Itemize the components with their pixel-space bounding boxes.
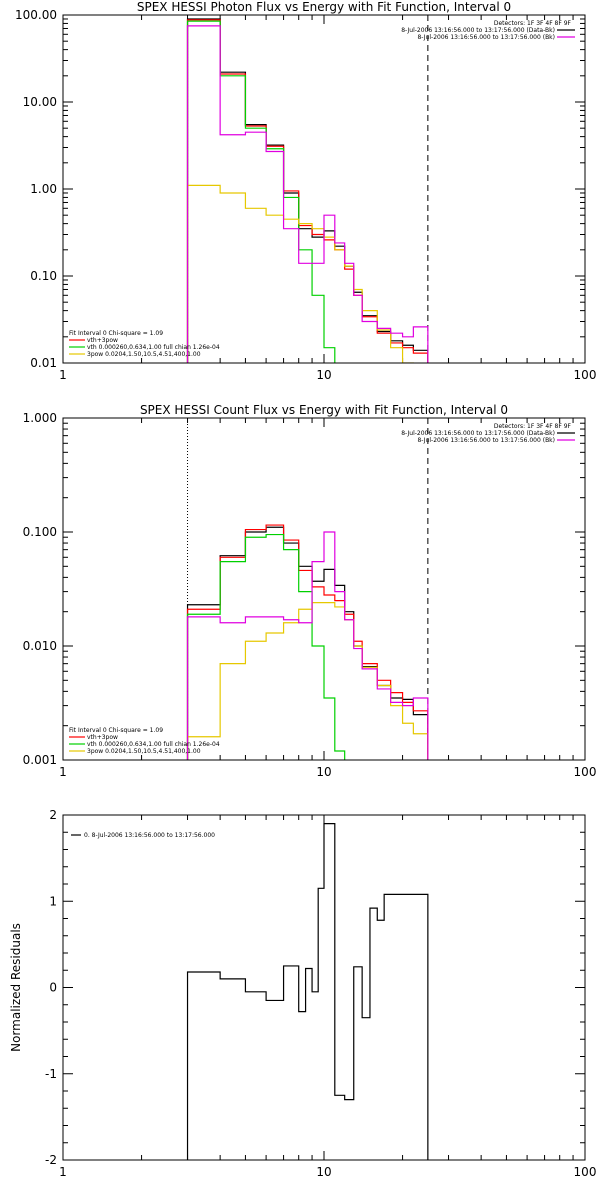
series-group	[186, 524, 429, 760]
plot-frame	[62, 417, 586, 761]
x-tick-label: 10	[316, 368, 331, 382]
y-tick-label: 0.10	[30, 269, 57, 283]
y-ticks: -2 -1 0 1 2	[45, 808, 585, 1167]
x-tick-label: 10	[316, 1165, 331, 1179]
series-fit	[186, 19, 429, 363]
y-tick-label: 1	[49, 894, 57, 908]
legend-bottomleft-entry: vth+3pow	[87, 337, 118, 344]
series-background	[186, 531, 429, 760]
y-tick-label: 0.010	[23, 639, 57, 653]
series-powerlaw	[186, 602, 429, 760]
x-ticks: 1 10 100	[59, 15, 596, 382]
x-tick-label: 1	[59, 765, 67, 779]
legend-topright-entry: 8-Jul-2006 13:16:56.000 to 13:17:56.000 …	[417, 437, 555, 444]
legend-bottomleft-entry: Fit Interval 0 Chi-square = 1.09	[69, 727, 163, 734]
legend-bottomleft-entry: 3pow 0.0204,1.50,10.5,4.51,400,1.00	[87, 351, 201, 358]
legend-topright-entry: 8-Jul-2006 13:16:56.000 to 13:17:56.000 …	[401, 430, 555, 437]
y-axis-label: Normalized Residuals	[9, 923, 23, 1052]
x-ticks: 1 10 100	[59, 418, 596, 779]
legend-bottomleft-entry: Fit Interval 0 Chi-square = 1.09	[69, 330, 163, 337]
chart-2: Normalized Residuals 1 10 100 -2 -1 0 1 2 0. 8-Ju…	[9, 808, 596, 1179]
legend-bottomleft-entry: 3pow 0.0204,1.50,10.5,4.51,400,1.00	[87, 748, 201, 755]
chart-title: SPEX HESSI Count Flux vs Energy with Fit…	[140, 403, 508, 417]
series-fit	[186, 524, 429, 760]
series-thermal	[186, 533, 429, 760]
series-residuals	[186, 823, 429, 1160]
series-thermal	[186, 20, 429, 363]
chart-0: SPEX HESSI Photon Flux vs Energy with Fi…	[15, 0, 596, 382]
series-group	[186, 18, 429, 363]
legend-bottomleft-entry: vth+3pow	[87, 734, 118, 741]
legend-entry: 0. 8-Jul-2006 13:16:56.000 to 13:17:56.0…	[84, 832, 215, 839]
series-data	[186, 18, 429, 363]
chart-title: SPEX HESSI Photon Flux vs Energy with Fi…	[137, 0, 511, 14]
y-tick-label: 0.001	[23, 753, 57, 767]
series-group	[186, 823, 429, 1160]
legend-topright-entry: 8-Jul-2006 13:16:56.000 to 13:17:56.000 …	[401, 27, 555, 34]
y-tick-label: 100.00	[15, 8, 57, 22]
legend-topright-entry: Detectors: 1F 3F 4F 8F 9F	[494, 20, 572, 27]
y-tick-label: 2	[49, 808, 57, 822]
y-tick-label: 1.00	[30, 182, 57, 196]
plot-frame	[62, 814, 586, 1161]
y-tick-label: 0	[49, 981, 57, 995]
legend-topright-entry: 8-Jul-2006 13:16:56.000 to 13:17:56.000 …	[417, 34, 555, 41]
x-ticks: 1 10 100	[59, 815, 596, 1179]
y-ticks: 0.001 0.010 0.100 1.000	[23, 411, 585, 767]
chart-1: SPEX HESSI Count Flux vs Energy with Fit…	[23, 403, 597, 779]
plot-frame	[62, 14, 586, 364]
x-tick-label: 1	[59, 1165, 67, 1179]
y-tick-label: 0.01	[30, 356, 57, 370]
series-background	[186, 25, 429, 363]
y-tick-label: 0.100	[23, 525, 57, 539]
x-tick-label: 100	[574, 1165, 597, 1179]
legend-topright-entry: Detectors: 1F 3F 4F 8F 9F	[494, 423, 572, 430]
y-tick-label: 10.00	[23, 95, 57, 109]
y-tick-label: -2	[45, 1153, 57, 1167]
y-tick-label: -1	[45, 1067, 57, 1081]
x-tick-label: 10	[316, 765, 331, 779]
y-ticks: 0.01 0.10 1.00 10.00 100.00	[15, 8, 585, 370]
legend-bottomleft-entry: vth 0.000260,0.634,1.00 full chian 1.26e…	[87, 741, 220, 748]
x-tick-label: 100	[574, 765, 597, 779]
y-tick-label: 1.000	[23, 411, 57, 425]
legend-bottomleft-entry: vth 0.000260,0.634,1.00 full chian 1.26e…	[87, 344, 220, 351]
x-tick-label: 1	[59, 368, 67, 382]
x-tick-label: 100	[574, 368, 597, 382]
